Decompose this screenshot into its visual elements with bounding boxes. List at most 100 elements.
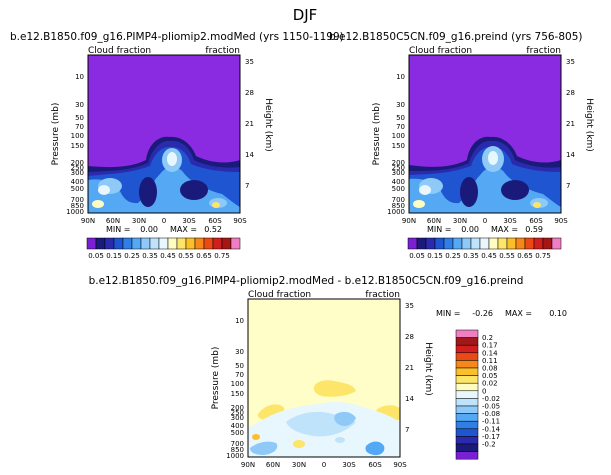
y-axis: 10 30 50 70 100 150 200 250 300 400 500 …	[211, 317, 244, 460]
max-value: 0.52	[204, 225, 222, 234]
colorbar-swatch	[455, 443, 479, 452]
colorbar-swatch	[455, 344, 479, 354]
y-tick-label: 100	[71, 132, 84, 140]
colorbar-label: 0.2	[482, 334, 493, 342]
colorbar-label: 0.35	[142, 252, 158, 260]
colorbar-swatch	[104, 237, 115, 250]
max-label: MAX =	[491, 225, 518, 234]
y-tick-label: 30	[396, 101, 405, 109]
colorbar-swatch	[425, 237, 436, 250]
height-tick-label: 35	[566, 58, 575, 66]
colorbar-swatch	[452, 237, 463, 250]
x-tick-label: 30S	[342, 461, 356, 469]
colorbar-swatch	[86, 237, 97, 250]
x-tick-label: 0	[162, 217, 166, 225]
colorbar-swatch	[455, 405, 479, 414]
y-tick-label: 1000	[387, 208, 405, 216]
colorbar-swatch	[194, 237, 205, 250]
y-tick-label: 250	[392, 164, 405, 172]
colorbar-swatch	[455, 413, 479, 422]
panel-top-right: b.e12.B1850C5CN.f09_g16.preind (yrs 756-…	[329, 31, 594, 260]
colorbar-swatch	[434, 237, 445, 250]
panel-title: b.e12.B1850.f09_g16.PIMP4-pliomip2.modMe…	[89, 275, 524, 287]
colorbar-label: -0.08	[482, 410, 500, 418]
low-cloud-south-peak	[533, 202, 541, 208]
colorbar-swatch	[167, 237, 178, 250]
colorbar-label: 0.55	[499, 252, 515, 260]
colorbar-swatch	[455, 352, 479, 361]
y-tick-label: 300	[392, 169, 405, 177]
negative-field-low	[250, 441, 278, 455]
colorbar-label: 0.35	[463, 252, 479, 260]
contour-level-4	[409, 166, 561, 213]
cloud-core-north-inner	[419, 185, 431, 195]
corner-label-left: Cloud fraction	[88, 46, 151, 56]
colorbar-label: 0.02	[482, 380, 498, 388]
colorbar-swatch	[506, 237, 517, 250]
colorbar-label: 0.65	[517, 252, 533, 260]
colorbar-swatch	[455, 398, 479, 407]
y-tick-label: 700	[231, 440, 244, 448]
colorbar-swatch	[95, 237, 106, 250]
colorbar-swatch	[455, 382, 479, 392]
colorbar-label: 0.55	[178, 252, 194, 260]
y-tick-label: 300	[71, 169, 84, 177]
colorbar-swatch	[515, 237, 526, 250]
colorbar-swatch	[461, 237, 472, 250]
y-tick-label: 30	[75, 101, 84, 109]
y-tick-label: 400	[71, 178, 84, 186]
y-tick-label: 700	[392, 196, 405, 204]
x-tick-label: 60N	[266, 461, 280, 469]
colorbar-swatch	[479, 237, 490, 250]
x-tick-label: 30N	[453, 217, 467, 225]
low-cloud-south-peak	[212, 202, 220, 208]
x-tick-label: 30S	[182, 217, 196, 225]
y-tick-label: 70	[75, 123, 84, 131]
x-tick-label: 60S	[368, 461, 382, 469]
colorbar-swatch	[455, 428, 479, 437]
y-tick-label: 100	[392, 132, 405, 140]
y-tick-label: 150	[392, 142, 405, 150]
colorbar-label: -0.2	[482, 441, 496, 449]
colorbar-swatch	[455, 436, 479, 445]
height-tick-label: 21	[566, 120, 575, 128]
colorbar-swatch	[455, 390, 479, 399]
y-tick-label: 850	[392, 202, 405, 210]
low-cloud-north-peak	[413, 200, 425, 208]
colorbar-swatch	[140, 237, 151, 250]
x-axis: 90N 60N 30N 0 30S 60S 90S	[81, 217, 247, 225]
colorbar-label: 0.45	[481, 252, 497, 260]
corner-label-left: Cloud fraction	[409, 46, 472, 56]
height-tick-label: 28	[245, 89, 254, 97]
colorbar-label: 0.15	[106, 252, 122, 260]
colorbar-label: 0.75	[535, 252, 551, 260]
plot-field	[248, 299, 400, 457]
colorbar-swatch	[524, 237, 535, 250]
colorbar-label: 0.05	[409, 252, 425, 260]
y-tick-label: 1000	[226, 452, 244, 460]
height-tick-label: 7	[405, 426, 409, 434]
height-tick-label: 14	[405, 395, 414, 403]
colorbar-label: 0.25	[124, 252, 140, 260]
dry-zone-north	[139, 177, 157, 207]
dry-zone-north	[460, 177, 478, 207]
y-tick-label: 30	[235, 348, 244, 356]
colorbar-label: 0.65	[196, 252, 212, 260]
height-tick-label: 28	[566, 89, 575, 97]
y-tick-label: 400	[231, 422, 244, 430]
min-label: MIN =	[106, 225, 131, 234]
y-tick-label: 300	[231, 414, 244, 422]
dry-zone-south	[501, 180, 529, 200]
height-axis-label: Height (km)	[263, 98, 273, 152]
colorbar-label: -0.11	[482, 418, 500, 426]
x-tick-label: 0	[322, 461, 326, 469]
y-tick-label: 500	[231, 429, 244, 437]
min-value: 0.00	[461, 225, 479, 234]
colorbar-label: -0.02	[482, 395, 500, 403]
colorbar-swatch	[122, 237, 133, 250]
colorbar-label: 0.05	[482, 372, 498, 380]
cloud-core-north-inner	[98, 185, 110, 195]
height-tick-label: 7	[566, 182, 570, 190]
colorbar-swatch	[455, 360, 479, 369]
